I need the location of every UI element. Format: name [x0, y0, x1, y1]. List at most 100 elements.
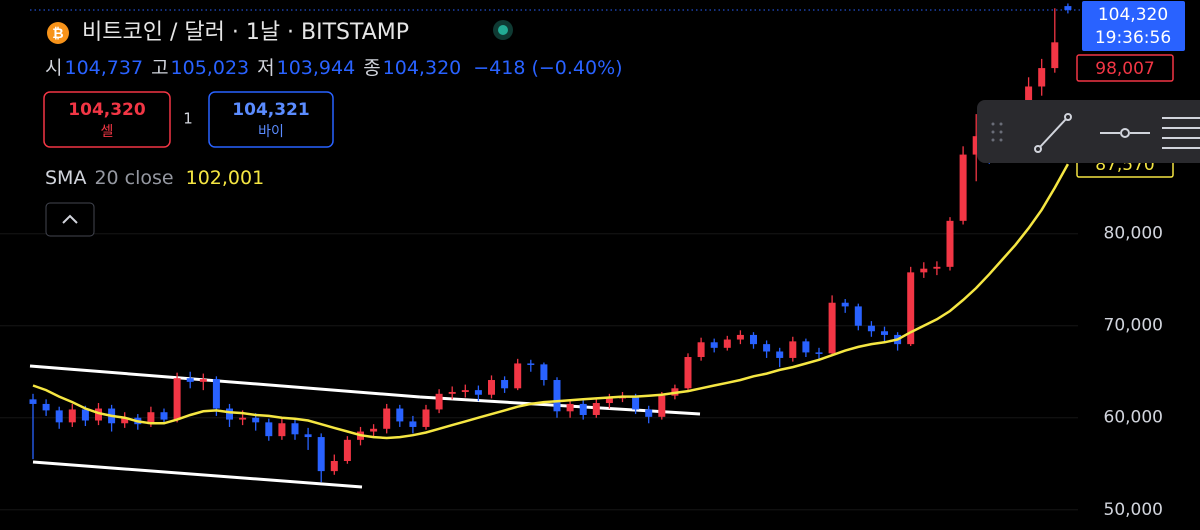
candle-body [422, 409, 430, 427]
candle-body [566, 403, 574, 412]
candle-body [802, 341, 810, 353]
candle-body [723, 339, 731, 348]
candle-body [81, 409, 89, 421]
candle-body [841, 302, 849, 307]
ohlc-label: 시 [45, 57, 62, 79]
candle-body [304, 434, 312, 438]
candle-body [592, 403, 600, 415]
candle-body [212, 379, 220, 409]
candle-body [763, 344, 771, 352]
candle-body [291, 423, 299, 435]
candle-body [409, 421, 417, 427]
candle-body [553, 380, 561, 412]
candle-body [645, 409, 653, 417]
y-tick-label: 70,000 [1104, 316, 1163, 336]
candle-body [776, 351, 784, 358]
candle-body [226, 408, 233, 420]
plot [29, 3, 1072, 483]
candle-body [370, 428, 378, 432]
candle-body [527, 363, 535, 365]
trend-line-tool[interactable] [1034, 113, 1072, 153]
candle-body [959, 154, 967, 221]
last-price-label: 104,320 [1098, 5, 1168, 25]
collapse-button[interactable] [45, 202, 95, 237]
candle-body [343, 439, 351, 461]
trend-line [32, 460, 363, 489]
candle-body [658, 395, 666, 417]
candle-body [854, 306, 862, 326]
candle-body [867, 325, 875, 332]
candle-body [147, 412, 155, 425]
horizontal-line-tool[interactable] [1100, 128, 1150, 138]
fib-tool[interactable] [1162, 117, 1200, 149]
ohlc-label: 저 [257, 57, 274, 79]
buy-label: 바이 [258, 124, 284, 140]
candle-body [239, 417, 247, 420]
spread: 1 [183, 110, 193, 128]
candle-body [121, 417, 129, 424]
candle-body [697, 342, 705, 358]
last-price-badge [1082, 0, 1185, 51]
sell-label: 셀 [101, 124, 114, 140]
candle-body [186, 378, 194, 382]
price-axis: 50,000 60,000 70,000 80,000 [1104, 224, 1163, 520]
bitcoin-icon [47, 22, 69, 44]
candle-body [265, 422, 273, 437]
candle-body [29, 399, 37, 404]
candle-body [448, 391, 456, 394]
candle-body [317, 437, 325, 472]
ohlc-label: 고 [151, 57, 168, 79]
candle-body [750, 334, 757, 345]
drawing-toolbar [977, 100, 1200, 163]
last-price-time: 19:36:56 [1095, 28, 1171, 48]
sell-button[interactable] [43, 91, 171, 148]
candle-body [1051, 42, 1059, 69]
candle-body [881, 331, 888, 335]
buy-price: 104,321 [232, 100, 309, 120]
drag-handle[interactable] [991, 122, 1003, 142]
candle-body [330, 460, 338, 472]
price-badge-label: 98,007 [1095, 59, 1154, 79]
ohlc-value: 104,737 [64, 57, 143, 79]
candle-body [920, 268, 928, 273]
candle-body [278, 423, 286, 437]
candle-body [815, 352, 823, 354]
candle-body [1064, 6, 1072, 10]
candle-body [68, 409, 76, 423]
indicator-params: 20 close [94, 167, 173, 189]
ohlc-value: 105,023 [171, 57, 250, 79]
candle-body [42, 403, 50, 411]
candle-body [736, 334, 744, 340]
price-badge [1076, 54, 1174, 82]
candle-body [383, 408, 391, 429]
indicator-legend: SMA 20 close 102,001 [45, 167, 264, 189]
candle-body [488, 380, 495, 395]
candle-body [579, 403, 587, 415]
indicator-value: 102,001 [186, 167, 265, 189]
status-dot [498, 25, 508, 35]
candle-body [933, 266, 941, 269]
candle-body [199, 379, 207, 382]
y-tick-label: 80,000 [1104, 224, 1163, 244]
indicator-name: SMA [45, 167, 86, 189]
candle-body [972, 136, 980, 155]
trend-line [29, 364, 421, 399]
symbol-title: 비트코인 / 달러 · 1날 · BITSTAMP [82, 20, 409, 45]
candle-body [435, 393, 443, 410]
change: −418 (−0.40%) [473, 57, 622, 79]
y-tick-label: 50,000 [1104, 500, 1163, 520]
ohlc-label: 종 [363, 57, 380, 79]
candle-body [501, 380, 509, 389]
candle-body [55, 410, 63, 423]
candle-body [95, 408, 102, 421]
candle-body [160, 412, 168, 420]
grid [0, 233, 1078, 511]
candle-body [540, 364, 548, 381]
candle-body [605, 398, 613, 404]
candle-body [710, 342, 718, 348]
candle-body [1025, 86, 1033, 110]
buy-button[interactable] [208, 91, 334, 148]
